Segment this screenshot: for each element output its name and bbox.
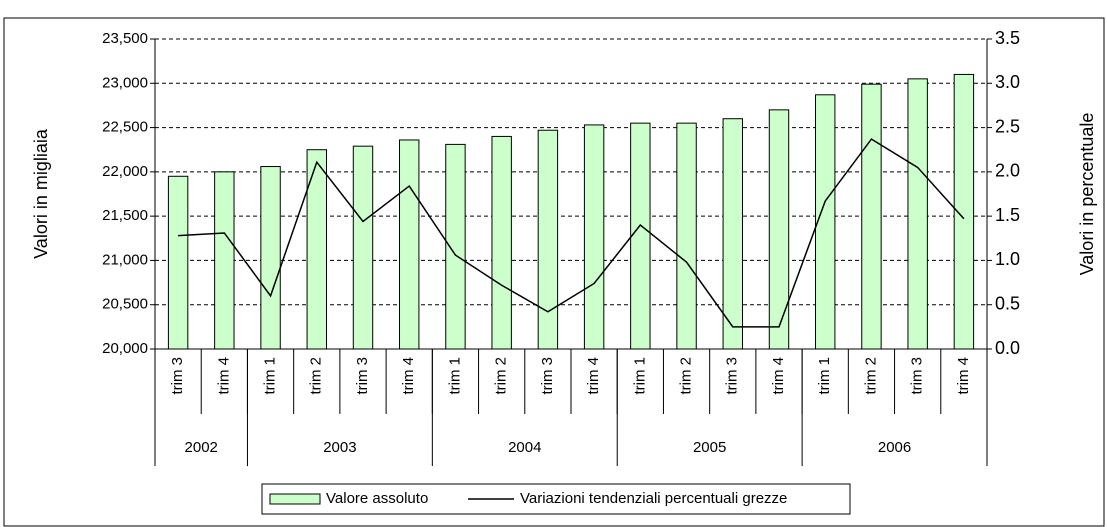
y2-tick-label: 3.0	[995, 72, 1020, 92]
y2-axis-title: Valori in percentuale	[1077, 113, 1097, 276]
bar	[630, 122, 651, 350]
bar	[815, 94, 836, 350]
x-tick-label: trim 2	[678, 357, 695, 395]
y-tick-label: 20,000	[102, 340, 148, 357]
bar	[445, 143, 466, 350]
x-tick-label: trim 4	[770, 357, 787, 395]
y-tick-label: 22,500	[102, 119, 148, 136]
bar	[491, 135, 512, 350]
y2-tick-label: 3.5	[995, 28, 1020, 48]
bar	[768, 109, 790, 350]
x-tick-label: trim 1	[446, 357, 463, 395]
bar	[907, 78, 928, 350]
bar	[352, 145, 374, 350]
x-tick-label: trim 3	[909, 357, 926, 395]
y-tick-label: 22,000	[102, 163, 148, 180]
group-label: 2003	[323, 439, 356, 456]
x-tick-label: trim 3	[539, 357, 556, 395]
x-tick-label: trim 3	[169, 357, 186, 395]
group-label: 2005	[693, 439, 726, 456]
x-tick-label: trim 2	[308, 357, 325, 395]
y2-tick-label: 1.0	[995, 249, 1020, 269]
y2-tick-label: 0.0	[995, 338, 1020, 358]
legend-swatch	[269, 493, 321, 505]
x-tick-label: trim 2	[493, 357, 510, 395]
legend-label: Valore assoluto	[326, 490, 428, 507]
legend-label: Variazioni tendenziali percentuali grezz…	[520, 490, 787, 507]
group-label: 2004	[508, 439, 541, 456]
x-tick-label: trim 4	[955, 357, 972, 395]
bar	[214, 171, 235, 350]
y2-tick-label: 1.5	[995, 205, 1020, 225]
y-tick-label: 23,000	[102, 74, 148, 91]
y-axis-title: Valori in migliaia	[31, 128, 51, 259]
x-tick-label: trim 1	[262, 357, 279, 395]
x-tick-label: trim 1	[816, 357, 833, 395]
x-tick-label: trim 1	[631, 357, 648, 395]
bar	[722, 118, 743, 350]
y2-tick-label: 2.0	[995, 161, 1020, 181]
group-label: 2002	[185, 439, 218, 456]
y-tick-label: 20,500	[102, 296, 148, 313]
group-label: 2006	[878, 439, 911, 456]
bar	[583, 124, 605, 350]
x-tick-label: trim 4	[585, 357, 602, 395]
y-tick-label: 23,500	[102, 30, 148, 47]
x-tick-label: trim 4	[400, 357, 417, 395]
bar	[260, 166, 281, 350]
legend-box	[261, 483, 851, 515]
x-tick-label: trim 3	[724, 357, 741, 395]
y-tick-label: 21,000	[102, 251, 148, 268]
bar	[399, 139, 420, 350]
x-tick-label: trim 2	[862, 357, 879, 395]
y2-tick-label: 2.5	[995, 116, 1020, 136]
bar	[861, 83, 882, 350]
x-tick-label: trim 4	[215, 357, 232, 395]
bar	[167, 175, 189, 350]
y2-tick-label: 0.5	[995, 293, 1020, 313]
y-tick-label: 21,500	[102, 207, 148, 224]
bar	[676, 122, 697, 350]
bar	[537, 129, 559, 350]
x-tick-label: trim 3	[354, 357, 371, 395]
line	[178, 138, 965, 328]
